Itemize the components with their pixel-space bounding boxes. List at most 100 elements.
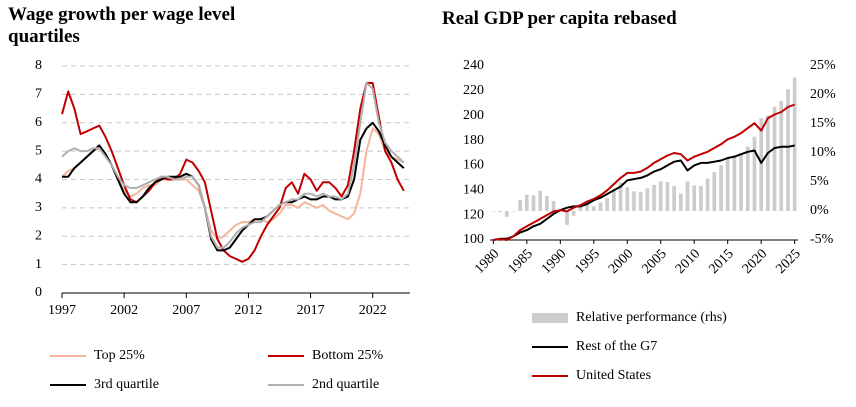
bar bbox=[725, 158, 730, 211]
x-tick-label: 1985 bbox=[506, 246, 536, 276]
bar bbox=[685, 181, 690, 211]
bar bbox=[766, 115, 770, 211]
y-tick-label: 240 bbox=[463, 58, 484, 73]
legend-label: United States bbox=[576, 368, 651, 383]
x-tick-label: 1990 bbox=[539, 246, 569, 276]
series-line bbox=[493, 103, 796, 241]
bar bbox=[524, 194, 529, 211]
legend-label: 2nd quartile bbox=[312, 377, 379, 392]
x-tick-label: 2022 bbox=[359, 303, 387, 318]
bar bbox=[712, 172, 717, 211]
y-tick-label: 1 bbox=[35, 257, 42, 272]
legend-label: 3rd quartile bbox=[94, 377, 159, 392]
y-tick-label: 120 bbox=[463, 207, 484, 222]
legend-label: Rest of the G7 bbox=[576, 339, 657, 354]
bar bbox=[745, 146, 750, 211]
legend-swatch bbox=[532, 313, 568, 323]
bar bbox=[699, 186, 703, 211]
bar bbox=[779, 100, 784, 211]
y-tick-label: 140 bbox=[463, 183, 484, 198]
y2-tick-label: 25% bbox=[810, 58, 836, 73]
x-tick-label: 2025 bbox=[773, 246, 803, 276]
bar bbox=[739, 153, 743, 211]
y-tick-label: 6 bbox=[35, 115, 42, 130]
bar bbox=[618, 182, 623, 211]
bar bbox=[498, 211, 502, 213]
bar bbox=[638, 191, 643, 211]
y2-tick-label: 15% bbox=[810, 116, 836, 131]
x-tick-label: 2012 bbox=[234, 303, 262, 318]
bar bbox=[598, 202, 603, 211]
x-tick-label: 2017 bbox=[297, 303, 325, 318]
bar bbox=[692, 185, 697, 211]
bar bbox=[752, 136, 757, 211]
bar bbox=[759, 118, 764, 211]
bar bbox=[504, 211, 509, 217]
bar bbox=[658, 181, 663, 211]
y-tick-label: 8 bbox=[35, 58, 42, 73]
bar bbox=[732, 155, 737, 211]
x-tick-label: 1995 bbox=[572, 246, 602, 276]
bar bbox=[591, 206, 596, 211]
y-tick-label: 2 bbox=[35, 228, 42, 243]
bar bbox=[585, 201, 589, 211]
bar bbox=[578, 206, 583, 211]
series-line bbox=[61, 82, 405, 263]
y-tick-label: 3 bbox=[35, 200, 42, 215]
bar bbox=[612, 190, 616, 211]
y-tick-label: 0 bbox=[35, 285, 42, 300]
series-line bbox=[493, 144, 795, 241]
bar bbox=[645, 188, 650, 211]
y-tick-label: 100 bbox=[463, 232, 484, 247]
bar bbox=[719, 165, 723, 211]
y-tick-label: 200 bbox=[463, 108, 484, 123]
y2-tick-label: 0% bbox=[810, 203, 829, 218]
y-tick-label: 5 bbox=[35, 143, 42, 158]
bar bbox=[652, 184, 656, 211]
x-tick-label: 2005 bbox=[639, 246, 669, 276]
bar bbox=[772, 106, 777, 211]
bar bbox=[551, 201, 556, 211]
bar bbox=[491, 211, 496, 212]
y2-tick-label: 10% bbox=[810, 145, 836, 160]
bar bbox=[565, 211, 569, 225]
bar bbox=[625, 187, 630, 211]
chart-title: Wage growth per wage level quartiles bbox=[8, 4, 236, 47]
legend-label: Bottom 25% bbox=[312, 348, 384, 363]
bar bbox=[632, 191, 636, 211]
x-tick-label: 1980 bbox=[472, 246, 502, 276]
x-tick-label: 2000 bbox=[606, 246, 636, 276]
x-tick-label: 2002 bbox=[110, 303, 138, 318]
bar bbox=[786, 89, 790, 211]
bar bbox=[705, 178, 710, 211]
bar bbox=[511, 211, 516, 212]
y-tick-label: 160 bbox=[463, 158, 484, 173]
x-tick-label: 2020 bbox=[740, 246, 770, 276]
legend-label: Relative performance (rhs) bbox=[576, 310, 727, 325]
y2-tick-label: 20% bbox=[810, 87, 836, 102]
legend-label: Top 25% bbox=[94, 348, 145, 363]
bar bbox=[518, 199, 522, 211]
bar bbox=[678, 193, 683, 211]
x-tick-label: 1997 bbox=[48, 303, 76, 318]
bar bbox=[665, 182, 670, 211]
x-tick-label: 2007 bbox=[172, 303, 200, 318]
y2-tick-label: -5% bbox=[810, 232, 834, 247]
x-tick-label: 2010 bbox=[673, 246, 703, 276]
bar bbox=[605, 198, 610, 211]
chart-title: Real GDP per capita rebased bbox=[442, 8, 677, 29]
bar bbox=[571, 211, 576, 216]
y-tick-label: 180 bbox=[463, 133, 484, 148]
bar bbox=[545, 195, 549, 211]
y-tick-label: 7 bbox=[35, 87, 42, 102]
series-line bbox=[62, 121, 405, 252]
bar bbox=[531, 195, 536, 211]
bar bbox=[792, 77, 797, 211]
y2-tick-label: 5% bbox=[810, 174, 829, 189]
bar bbox=[672, 186, 676, 211]
x-tick-label: 2015 bbox=[706, 246, 736, 276]
series-line bbox=[61, 82, 405, 249]
bar bbox=[538, 190, 543, 211]
